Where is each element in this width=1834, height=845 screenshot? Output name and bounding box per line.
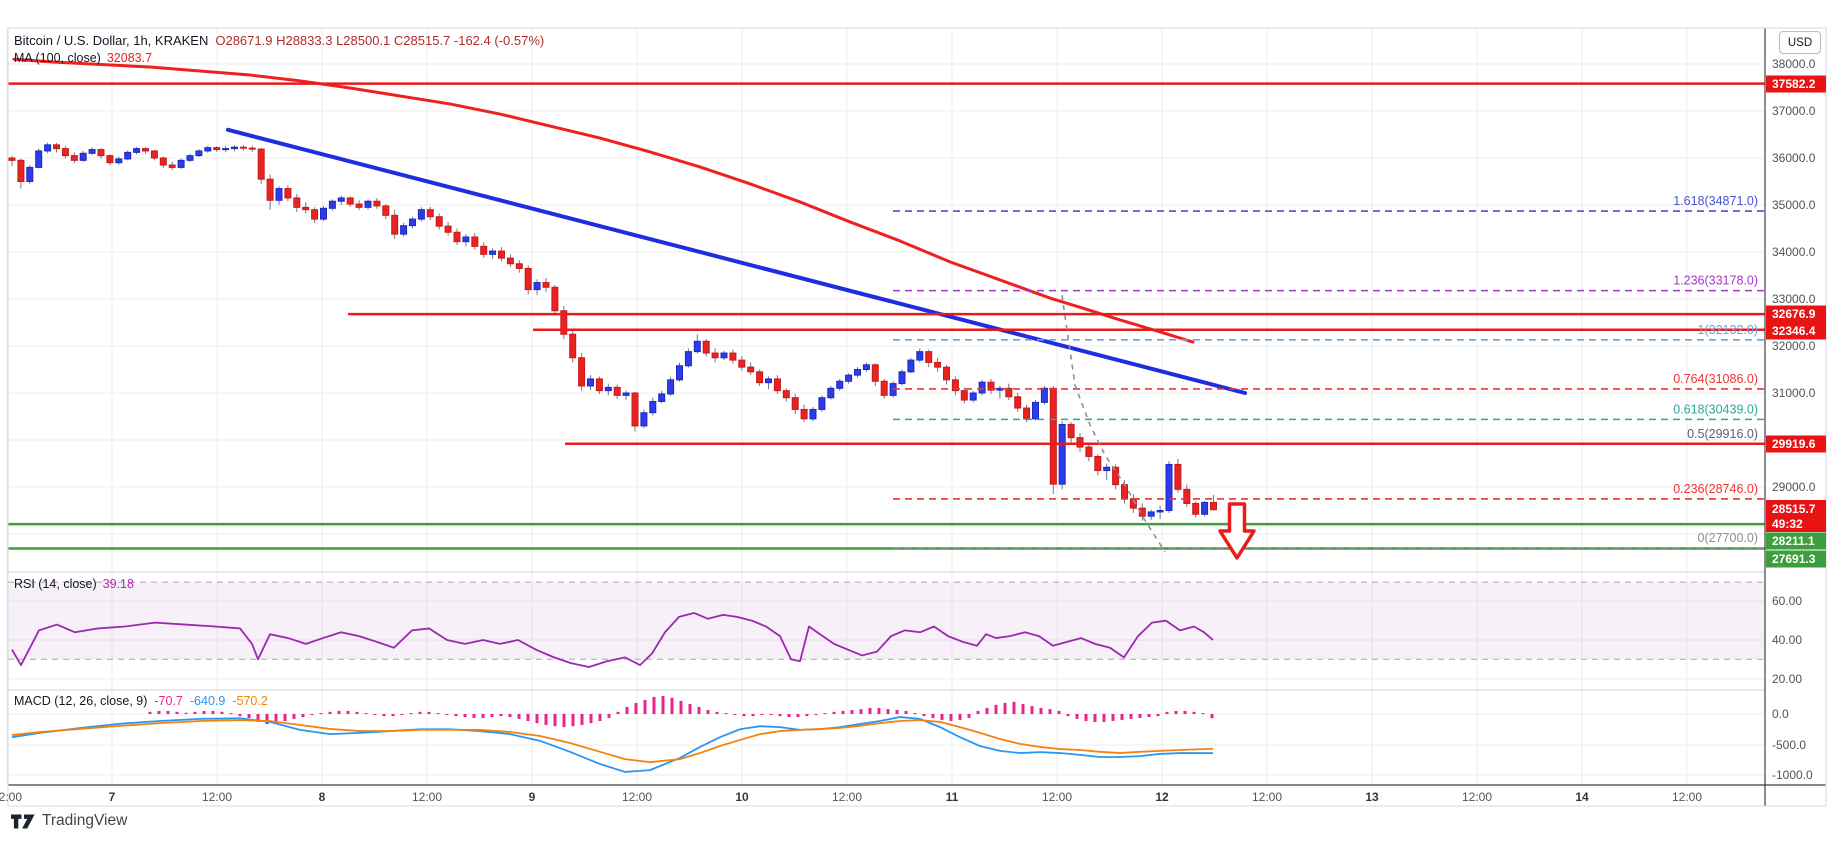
svg-text:12: 12 [1155,790,1169,804]
svg-text:12:00: 12:00 [1462,790,1492,804]
time-axis[interactable]: 12:00 7 12:00 8 12:00 9 12:00 10 12:00 11 12:00 12 1… [0,790,1702,804]
macd-signal-line [11,719,1214,764]
svg-text:12:00: 12:00 [1042,790,1072,804]
svg-text:12:00: 12:00 [1252,790,1282,804]
price-axis-labels: 37582.2 32676.9 32346.4 29919.6 28211.1 27691… [1766,75,1826,568]
svg-text:32346.4: 32346.4 [1772,324,1816,338]
svg-text:49:32: 49:32 [1772,517,1803,531]
svg-text:29000.0: 29000.0 [1772,480,1816,494]
projection-dashed-line [1061,295,1166,553]
svg-text:9: 9 [529,790,536,804]
svg-text:0.0: 0.0 [1772,707,1789,721]
svg-text:34000.0: 34000.0 [1772,245,1816,259]
svg-text:32676.9: 32676.9 [1772,307,1816,321]
fib-retracement[interactable]: 1.618(34871.0) 1.236(33178.0) 1(32132.0) 0.… [893,194,1765,549]
svg-text:-500.0: -500.0 [1772,738,1806,752]
macd-line [11,716,1214,773]
svg-text:37000.0: 37000.0 [1772,104,1816,118]
ma-100-line [12,57,1195,344]
svg-text:28211.1: 28211.1 [1772,534,1815,548]
svg-text:0.764(31086.0): 0.764(31086.0) [1673,372,1758,386]
svg-text:13: 13 [1365,790,1379,804]
price-axis[interactable]: 38000.0 37000.0 36000.0 35000.0 34000.0 33000… [1772,57,1816,782]
svg-text:12:00: 12:00 [412,790,442,804]
svg-text:0.236(28746.0): 0.236(28746.0) [1673,482,1758,496]
svg-text:8: 8 [319,790,326,804]
currency-toggle-button[interactable]: USD [1779,31,1821,54]
svg-text:60.00: 60.00 [1772,594,1802,608]
svg-text:36000.0: 36000.0 [1772,151,1816,165]
svg-text:7: 7 [109,790,116,804]
svg-text:20.00: 20.00 [1772,672,1802,686]
svg-text:32000.0: 32000.0 [1772,339,1816,353]
svg-text:14: 14 [1575,790,1589,804]
svg-text:1(32132.0): 1(32132.0) [1698,323,1758,337]
svg-text:38000.0: 38000.0 [1772,57,1816,71]
svg-text:31000.0: 31000.0 [1772,386,1816,400]
svg-text:0.618(30439.0): 0.618(30439.0) [1673,402,1758,416]
chart-frame [7,27,1827,807]
svg-text:28515.7: 28515.7 [1772,502,1816,516]
trendline[interactable] [226,127,1247,395]
macd-histogram [148,696,1214,728]
svg-text:40.00: 40.00 [1772,633,1802,647]
rsi-band [8,581,1765,660]
svg-text:1.618(34871.0): 1.618(34871.0) [1673,194,1758,208]
rsi-line [11,612,1214,668]
down-arrow-annotation[interactable] [1218,502,1256,560]
svg-text:0(27700.0): 0(27700.0) [1698,531,1758,545]
svg-text:33000.0: 33000.0 [1772,292,1816,306]
svg-text:0.5(29916.0): 0.5(29916.0) [1687,427,1758,441]
svg-text:10: 10 [735,790,749,804]
svg-text:1.236(33178.0): 1.236(33178.0) [1673,274,1758,288]
svg-text:12:00: 12:00 [1672,790,1702,804]
svg-text:12:00: 12:00 [622,790,652,804]
svg-text:-1000.0: -1000.0 [1772,768,1813,782]
svg-text:29919.6: 29919.6 [1772,437,1816,451]
svg-text:37582.2: 37582.2 [1772,77,1816,91]
svg-text:27691.3: 27691.3 [1772,552,1816,566]
svg-text:12:00: 12:00 [0,790,22,804]
svg-text:12:00: 12:00 [202,790,232,804]
svg-text:11: 11 [946,790,959,804]
svg-text:12:00: 12:00 [832,790,862,804]
svg-text:35000.0: 35000.0 [1772,198,1816,212]
